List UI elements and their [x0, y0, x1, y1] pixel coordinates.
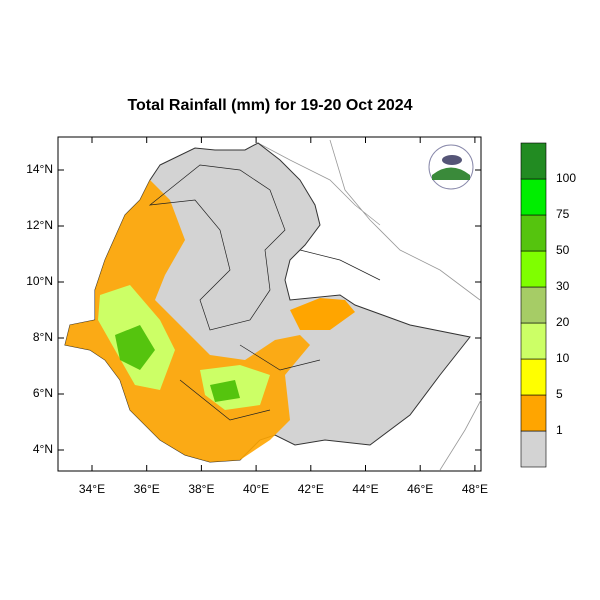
colorbar-label: 10: [556, 351, 570, 365]
colorbar-label: 5: [556, 387, 563, 401]
colorbar-box: [520, 214, 547, 252]
lat-tick-label: 14°N: [26, 162, 53, 176]
rain-east: [290, 298, 355, 330]
colorbar-box: [520, 430, 547, 468]
map-title: Total Rainfall (mm) for 19-20 Oct 2024: [127, 97, 412, 114]
colorbar-box: [520, 322, 547, 360]
colorbar-box: [520, 358, 547, 396]
rain-mid: [98, 285, 270, 410]
lon-tick-label: 46°E: [407, 482, 433, 496]
colorbar-label: 100: [556, 171, 576, 185]
map-area: [57, 136, 482, 472]
lon-tick-label: 48°E: [462, 482, 488, 496]
lon-tick-label: 42°E: [298, 482, 324, 496]
logo: [428, 144, 474, 190]
colorbar-label: 50: [556, 243, 570, 257]
colorbar-label: 30: [556, 279, 570, 293]
lon-tick-label: 36°E: [134, 482, 160, 496]
colorbar-label: 20: [556, 315, 570, 329]
colorbar-box: [520, 178, 547, 216]
lat-tick-label: 10°N: [26, 274, 53, 288]
lat-tick-label: 4°N: [33, 442, 53, 456]
lon-tick-label: 38°E: [188, 482, 214, 496]
colorbar: 1 5 10 20 30 50 75 100: [520, 142, 576, 468]
colorbar-label: 75: [556, 207, 570, 221]
lon-tick-label: 44°E: [352, 482, 378, 496]
lat-tick-label: 8°N: [33, 330, 53, 344]
region-borders: [148, 164, 381, 421]
colorbar-label: 1: [556, 423, 563, 437]
neighbor-borders: [257, 139, 482, 471]
lon-tick-label: 34°E: [79, 482, 105, 496]
lon-tick-label: 40°E: [243, 482, 269, 496]
colorbar-box: [520, 394, 547, 432]
axes: 14°N 12°N 10°N 8°N 6°N 4°N 34°E 36°E 38°E 40°E 42°…: [26, 137, 488, 496]
colorbar-box: [520, 142, 547, 180]
colorbar-box: [520, 250, 547, 288]
rain-high: [115, 325, 240, 402]
lat-tick-label: 12°N: [26, 218, 53, 232]
colorbar-box: [520, 286, 547, 324]
lat-tick-label: 6°N: [33, 386, 53, 400]
